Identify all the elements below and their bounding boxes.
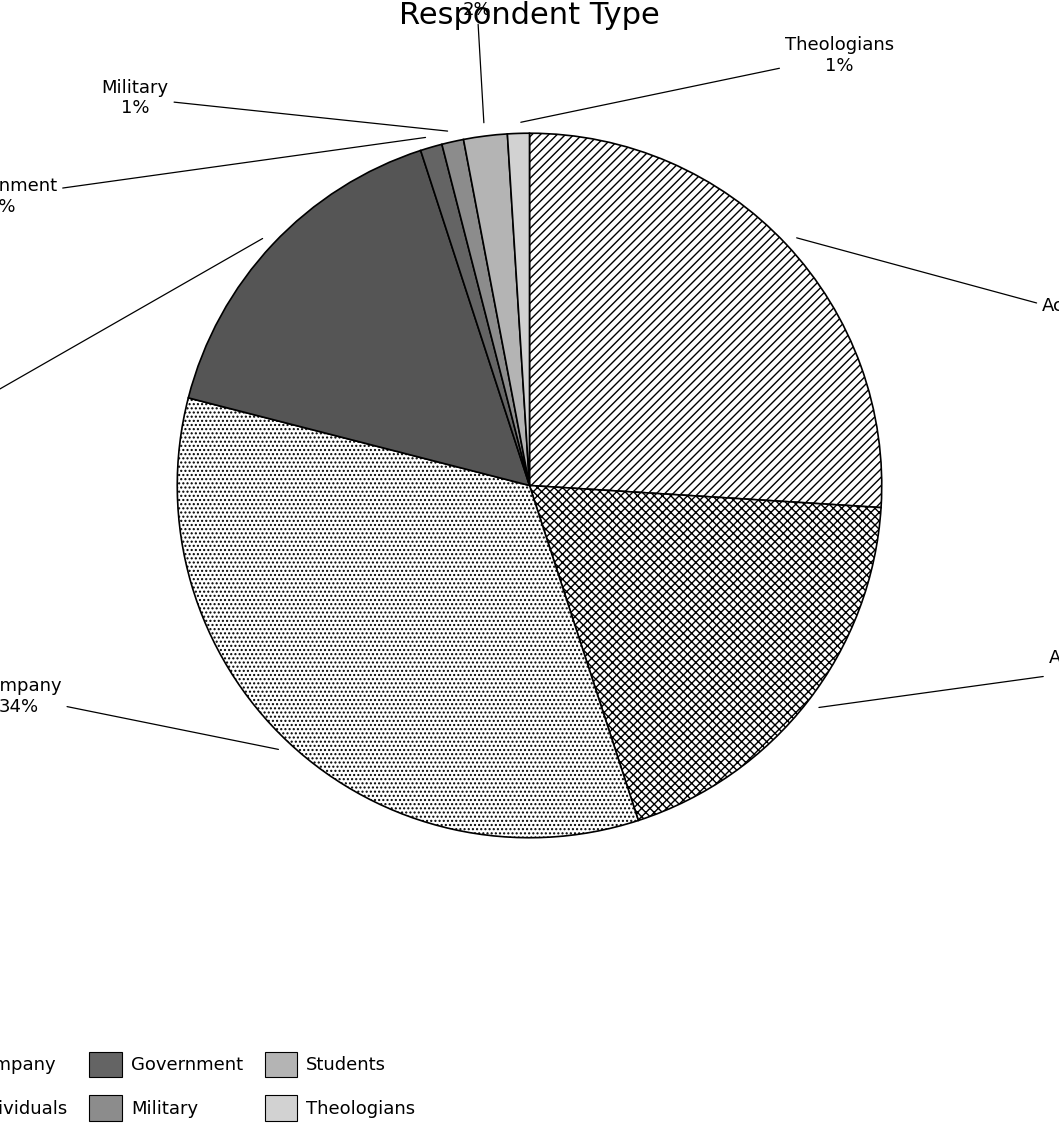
Wedge shape [530,133,882,508]
Wedge shape [530,485,881,821]
Text: Company
34%: Company 34% [0,677,279,750]
Text: Individuals
16%: Individuals 16% [0,238,263,452]
Wedge shape [189,150,530,485]
Text: Students
2%: Students 2% [436,0,517,123]
Text: Academic
26%: Academic 26% [796,238,1059,335]
Wedge shape [420,145,530,485]
Text: Military
1%: Military 1% [102,79,448,131]
Wedge shape [177,397,639,838]
Text: Theologians
1%: Theologians 1% [521,36,894,122]
Wedge shape [442,140,530,485]
Wedge shape [464,134,530,485]
Text: Association
19%: Association 19% [819,649,1059,708]
Text: Government
1%: Government 1% [0,138,426,216]
Title: Respondent Type: Respondent Type [399,1,660,30]
Wedge shape [507,133,530,485]
Legend: Academic, Association, Company, Individuals, Government, Military, Students, The: Academic, Association, Company, Individu… [0,1044,423,1128]
